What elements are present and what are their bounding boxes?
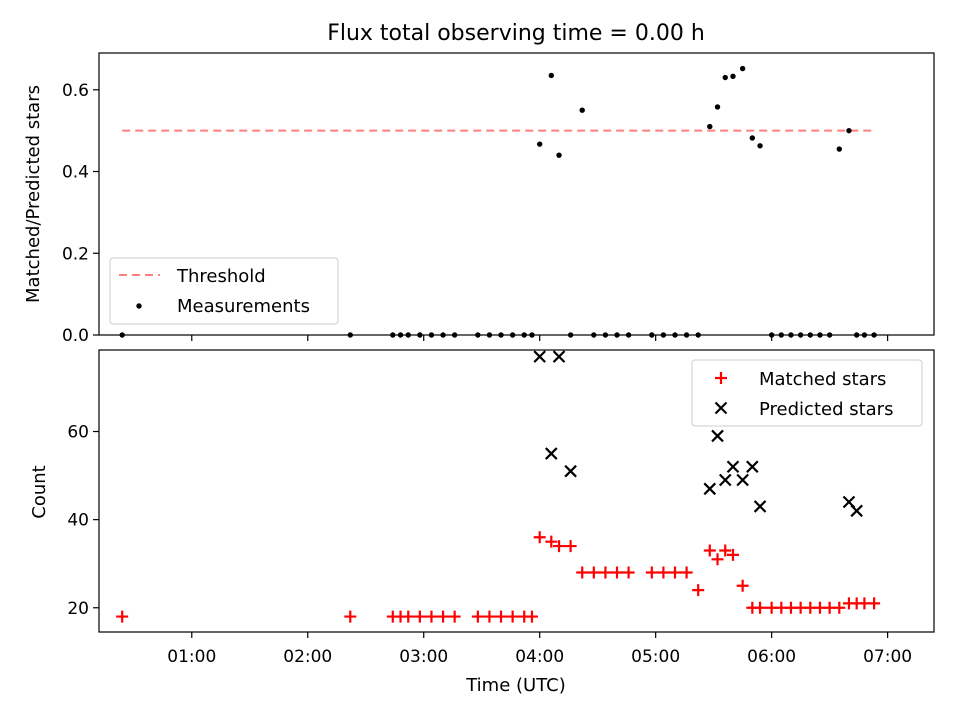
matched-stars-point	[645, 566, 658, 579]
matched-stars-point	[495, 610, 508, 623]
predicted-stars-point	[703, 482, 717, 496]
y-tick-label-ratio: 0.0	[62, 326, 89, 346]
y-tick-label-count: 40	[67, 511, 89, 531]
matched-stars-point	[344, 610, 357, 623]
matched-stars-point	[754, 601, 767, 614]
x-tick-label: 04:00	[515, 647, 564, 667]
measurements-point	[749, 135, 756, 141]
axes-count-frame	[98, 349, 935, 633]
matched-stars-point	[692, 584, 705, 597]
predicted-stars-point	[746, 460, 759, 474]
y-tick-label-ratio: 0.2	[62, 244, 89, 264]
measurements-point	[730, 73, 736, 79]
legend-ratio: Threshold Measurements	[109, 257, 339, 325]
measurements-point	[739, 65, 746, 72]
matched-stars-point	[553, 540, 566, 553]
axes-ratio: 0.0 0.2 0.4 0.6 Matched/Predicted stars Thr…	[23, 52, 935, 346]
measurements-point	[846, 127, 852, 134]
legend-count: Matched stars Predicted stars	[691, 359, 923, 427]
matched-stars-point	[736, 579, 749, 592]
y-tick-label-ratio: 0.6	[62, 81, 89, 101]
predicted-stars-point	[564, 464, 577, 478]
matched-stars-point	[680, 566, 693, 579]
matched-stars-point	[587, 566, 600, 579]
measurements-point	[836, 146, 842, 152]
x-tick-label: 03:00	[399, 647, 448, 667]
matched-stars-point	[668, 566, 681, 579]
axes-count: 20 40 60 01:00 02:00 03:00 04:00 05:00 06:00 07:…	[29, 349, 935, 696]
measurements-point	[707, 123, 713, 130]
predicted-stars-point	[850, 504, 863, 518]
matched-stars-point	[525, 610, 538, 623]
x-tick-label: 06:00	[747, 647, 796, 667]
y-tick-label-ratio: 0.4	[62, 163, 89, 183]
predicted-stars-point	[726, 460, 740, 474]
x-tick-label: 01:00	[167, 647, 216, 667]
matched-stars-point	[448, 610, 461, 623]
matched-stars-point	[425, 610, 438, 623]
matched-stars-point	[506, 610, 519, 623]
legend-matched-label: Matched stars	[759, 369, 886, 390]
matched-stars-point	[471, 610, 484, 623]
predicted-stars-point	[533, 350, 546, 363]
matched-stars-point	[868, 597, 881, 610]
x-tick-label: 07:00	[863, 647, 912, 667]
measurements-point	[714, 104, 721, 110]
matched-stars-point	[719, 544, 732, 557]
x-tick-label: 02:00	[283, 647, 332, 667]
y-axis-label-count: Count	[29, 465, 50, 518]
measurements-point	[579, 107, 585, 113]
y-axis-label-ratio: Matched/Predicted stars	[23, 85, 44, 303]
measurements-point	[548, 72, 554, 79]
legend-predicted-swatch	[714, 401, 728, 415]
matched-stars-point	[116, 610, 129, 623]
matched-stars-point	[413, 610, 426, 623]
matched-stars-point	[726, 548, 739, 561]
matched-stars-point	[622, 566, 635, 579]
figure-title: Flux total observing time = 0.00 h	[327, 21, 705, 46]
predicted-stars-point	[552, 350, 566, 363]
x-tick-label: 05:00	[631, 647, 680, 667]
legend-frame	[691, 359, 923, 427]
predicted-stars-point	[736, 473, 749, 487]
predicted-stars-point	[753, 500, 767, 513]
matched-stars-point	[483, 610, 496, 623]
legend-predicted-label: Predicted stars	[759, 399, 893, 420]
legend-measurements-label: Measurements	[177, 296, 310, 317]
x-axis-label: Time (UTC)	[465, 675, 566, 696]
legend-measurements-swatch	[136, 303, 142, 309]
matched-stars-point	[657, 566, 670, 579]
measurements-point	[556, 152, 562, 158]
matched-stars-point	[599, 566, 612, 579]
measurements-point	[722, 74, 728, 81]
predicted-stars-point	[545, 447, 558, 460]
matched-stars-point	[833, 601, 846, 614]
matched-stars-point	[703, 544, 716, 557]
matched-stars-point	[545, 535, 558, 548]
y-tick-label-count: 20	[67, 599, 89, 619]
matched-stars-point	[611, 566, 624, 579]
predicted-stars-point	[718, 473, 732, 487]
predicted-stars-point	[711, 429, 724, 443]
matched-stars-point	[533, 531, 546, 544]
measurements-point	[536, 141, 543, 147]
matched-stars-point	[564, 540, 577, 553]
matched-stars-point	[711, 553, 724, 566]
matched-stars-point	[437, 610, 450, 623]
y-tick-label-count: 60	[67, 423, 89, 443]
matched-stars-point	[576, 566, 589, 579]
legend-threshold-label: Threshold	[176, 266, 266, 287]
axes-ratio-frame	[98, 52, 935, 336]
measurements-point	[757, 143, 763, 149]
legend-matched-swatch	[715, 372, 727, 384]
legend-frame	[109, 257, 339, 325]
matched-stars-point	[402, 610, 415, 623]
